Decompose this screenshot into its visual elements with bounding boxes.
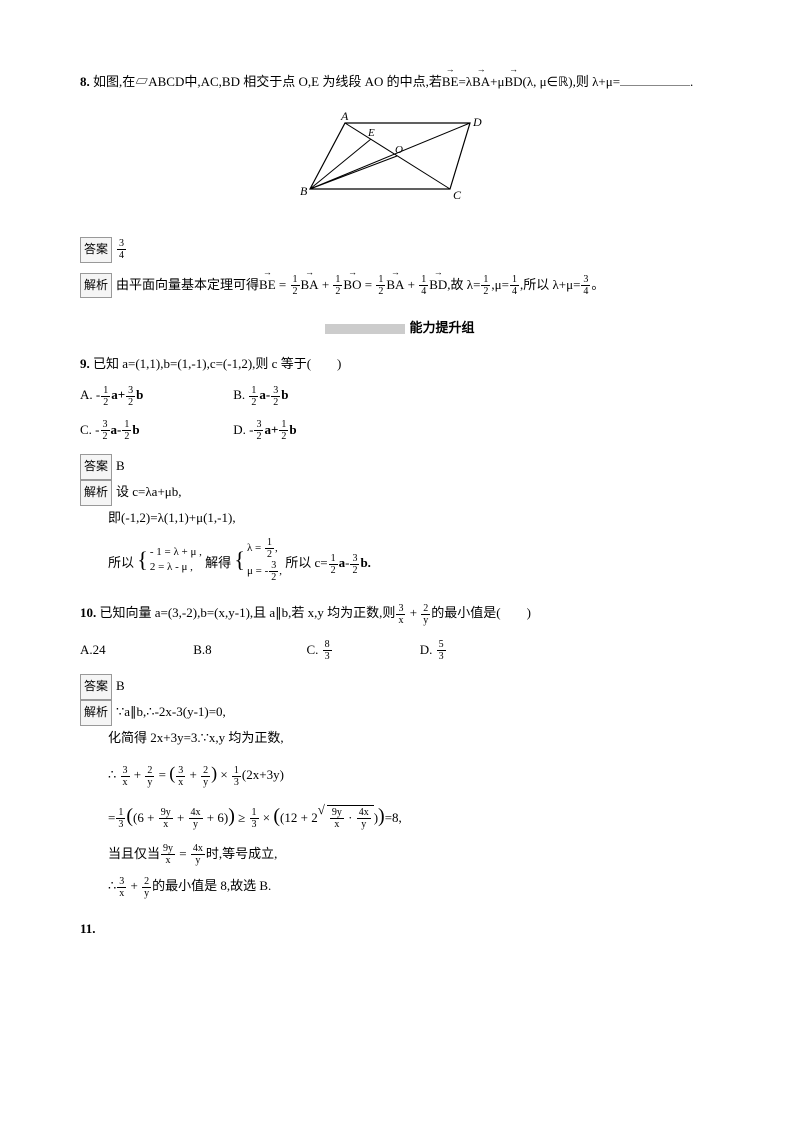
vec-be: BE <box>442 70 459 93</box>
p9-answer: 答案B <box>80 454 720 480</box>
problem-9: 9. 已知 a=(1,1),b=(1,-1),c=(-1,2),则 c 等于( … <box>80 352 720 583</box>
p10-optD: D. 53 <box>420 638 530 663</box>
frac-half-3: 12 <box>376 274 385 297</box>
vec-ba2: BA <box>301 273 319 296</box>
frac-half-1: 12 <box>291 274 300 297</box>
p9-body: 已知 a=(1,1),b=(1,-1),c=(-1,2),则 c 等于( ) <box>93 356 341 371</box>
answer-frac: 34 <box>117 238 126 261</box>
p9-optA: A. -12a+32b <box>80 383 230 408</box>
frac-half-2: 12 <box>333 274 342 297</box>
blank-fill <box>620 72 690 86</box>
brace-2: {λ = 12,μ = -32, <box>234 537 282 583</box>
p8-answer-row: 答案34 <box>80 237 720 263</box>
vec-be2: BE <box>259 273 276 296</box>
p9-optC: C. -32a-12b <box>80 418 230 443</box>
p10-line3: ∴ 3x + 2y = (3x + 2y) × 13(2x+3y) <box>80 757 720 789</box>
section-title: 能力提升组 <box>409 320 474 335</box>
p10-line4: =13((6 + 9yx + 4xy + 6)) ≥ 13 × ((12 + 2… <box>80 798 720 834</box>
p9-options: A. -12a+32b B. 12a-32b C. -32a-12b D. -3… <box>80 383 720 442</box>
header-bar <box>325 324 405 334</box>
p10-line6: ∴3x + 2y的最小值是 8,故选 B. <box>80 874 720 899</box>
p9-explain2: 即(-1,2)=λ(1,1)+μ(1,-1), <box>80 506 720 529</box>
svg-text:C: C <box>453 188 462 202</box>
svg-text:E: E <box>367 127 375 139</box>
p10-line5: 当且仅当9yx = 4xy时,等号成立, <box>80 842 720 867</box>
p9-explain: 解析设 c=λa+μb, <box>80 480 720 506</box>
p9-optD: D. -32a+12b <box>233 418 383 443</box>
p10-optC: C. 83 <box>307 638 417 663</box>
p8-text-1: 如图,在▱ABCD中,AC,BD 相交于点 O,E 为线段 AO 的中点,若 <box>93 74 442 89</box>
p10-explain2: 化简得 2x+3y=3.∵x,y 均为正数, <box>80 726 720 749</box>
svg-text:A: A <box>340 111 349 123</box>
vec-bo: BO <box>343 273 361 296</box>
svg-text:O: O <box>395 144 403 156</box>
p10-optB: B.8 <box>193 638 303 661</box>
p10-explain1: 解析∵a∥b,∴-2x-3(y-1)=0, <box>80 700 720 726</box>
p10-answer: 答案B <box>80 674 720 700</box>
sqrt-content: 9yx · 4xy <box>327 805 374 831</box>
p8-exp-text4: ,所以 λ+μ= <box>520 277 580 292</box>
p8-exp-text3: ,μ= <box>491 277 509 292</box>
problem-8-number: 8. <box>80 74 90 89</box>
vec-bd2: BD <box>429 273 447 296</box>
p10-text: 10. 已知向量 a=(3,-2),b=(x,y-1),且 a∥b,若 x,y … <box>80 601 720 626</box>
frac-mu: 14 <box>510 274 519 297</box>
vec-bd: BD <box>504 70 522 93</box>
p9-text: 9. 已知 a=(1,1),b=(1,-1),c=(-1,2),则 c 等于( … <box>80 352 720 375</box>
p8-exp-text2: ,故 λ= <box>447 277 480 292</box>
problem-8: 8. 如图,在▱ABCD中,AC,BD 相交于点 O,E 为线段 AO 的中点,… <box>80 70 720 298</box>
p9-optB: B. 12a-32b <box>233 383 383 408</box>
problem-8-text: 8. 如图,在▱ABCD中,AC,BD 相交于点 O,E 为线段 AO 的中点,… <box>80 70 720 93</box>
problem-10: 10. 已知向量 a=(3,-2),b=(x,y-1),且 a∥b,若 x,y … <box>80 601 720 898</box>
parallelogram-svg: A D B C E O <box>295 111 505 211</box>
svg-text:D: D <box>472 115 482 129</box>
parallelogram-figure: A D B C E O <box>80 111 720 218</box>
frac-quarter: 14 <box>419 274 428 297</box>
p9-row2: C. -32a-12b D. -32a+12b <box>80 418 720 443</box>
p9-explain3: 所以 {- 1 = λ + μ ,2 = λ - μ , 解得 {λ = 12,… <box>80 537 720 583</box>
answer-label: 答案 <box>80 237 112 263</box>
p8-exp-text: 由平面向量基本定理可得 <box>116 277 259 292</box>
p10-options: A.24 B.8 C. 83 D. 53 <box>80 638 720 663</box>
vec-ba3: BA <box>386 273 404 296</box>
p11-number: 11. <box>80 921 96 936</box>
brace-1: {- 1 = λ + μ ,2 = λ - μ , <box>137 545 202 576</box>
p8-explain: 解析由平面向量基本定理可得BE = 12BA + 12BO = 12BA + 1… <box>80 273 720 299</box>
p10-optA: A.24 <box>80 638 190 661</box>
vec-ba: BA <box>472 70 490 93</box>
svg-text:B: B <box>300 184 308 198</box>
section-header: 能力提升组 <box>80 316 720 339</box>
p9-row1: A. -12a+32b B. 12a-32b <box>80 383 720 408</box>
frac-sum: 34 <box>581 274 590 297</box>
explain-label: 解析 <box>80 273 112 299</box>
frac-lam: 12 <box>481 274 490 297</box>
p10-number: 10. <box>80 605 96 620</box>
problem-11: 11. <box>80 917 720 940</box>
p8-text-2: ,则 λ+μ= <box>573 74 620 89</box>
p9-number: 9. <box>80 356 90 371</box>
p8-exp-text5: 。 <box>591 277 604 292</box>
